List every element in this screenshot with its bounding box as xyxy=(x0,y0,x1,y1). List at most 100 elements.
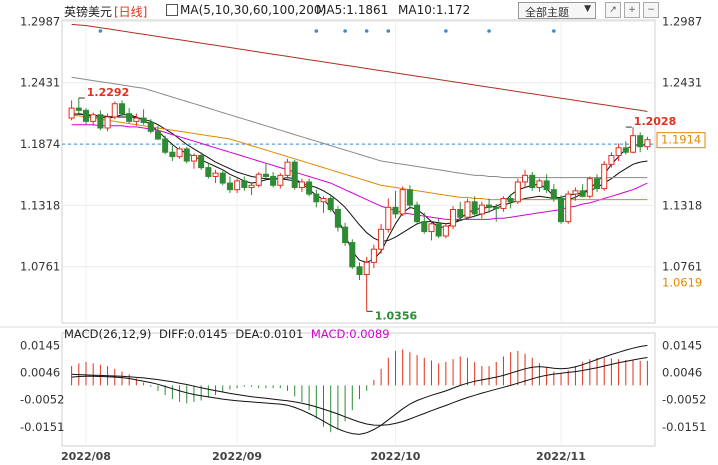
candle-body xyxy=(198,155,205,169)
price-tick-label-left: 1.1318 xyxy=(20,198,60,212)
macd-tick-label-left: 0.0145 xyxy=(20,338,60,352)
candle-body xyxy=(442,225,449,237)
candle-body xyxy=(111,103,118,118)
candle-body xyxy=(378,228,385,250)
candle-body xyxy=(493,206,500,209)
macd-dif-line xyxy=(71,344,648,435)
candle-body xyxy=(428,223,435,233)
zoom-in-icon[interactable]: + xyxy=(624,2,640,18)
candle-body xyxy=(133,117,140,122)
candle-body xyxy=(162,138,169,153)
macd-dea-value: DEA:0.0101 xyxy=(235,327,304,341)
candle-body xyxy=(593,178,601,190)
event-dot xyxy=(444,29,448,33)
candle-body xyxy=(637,135,644,148)
candle-body xyxy=(284,161,291,176)
ma-toggle-icon[interactable] xyxy=(166,4,178,16)
ma10-value: MA10:1.172 xyxy=(398,3,471,17)
candle-body xyxy=(212,172,219,177)
candle-body xyxy=(572,190,579,195)
candle-body xyxy=(529,174,536,188)
annotation-label: 1.0356 xyxy=(375,309,418,322)
candle-body xyxy=(313,193,320,203)
price-tick-label-left: 1.1874 xyxy=(20,137,60,151)
macd-tick-label-left: 0.0046 xyxy=(20,366,60,380)
event-dot xyxy=(487,29,491,33)
candle-body xyxy=(536,180,543,188)
candle-body xyxy=(147,121,154,132)
macd-legend: MACD(26,12,9) DIFF:0.0145 DEA:0.0101 MAC… xyxy=(64,327,394,341)
candle-body xyxy=(169,151,176,158)
event-dot xyxy=(386,29,391,33)
candle-body xyxy=(270,175,277,186)
ma30-line xyxy=(71,124,648,220)
candle-body xyxy=(82,109,90,122)
candle-body xyxy=(241,180,248,188)
price-panel-frame xyxy=(61,19,656,324)
candle-body xyxy=(68,107,75,119)
candle-body xyxy=(601,163,608,190)
macd-tick-label-right: 0.0145 xyxy=(662,338,702,352)
event-dot xyxy=(343,29,347,33)
candle-body xyxy=(298,181,305,188)
candle-body xyxy=(183,148,190,162)
date-tick-label: 2022/10 xyxy=(370,450,420,463)
candle-body xyxy=(543,180,550,191)
candle-body xyxy=(291,161,298,188)
price-tick-label-right: 1.2987 xyxy=(662,14,702,28)
support-price-label: 1.0619 xyxy=(662,275,702,289)
event-dot xyxy=(314,29,319,33)
candle-body xyxy=(97,114,104,129)
candle-body xyxy=(558,197,565,223)
candle-body xyxy=(327,197,334,211)
candle-body xyxy=(118,103,126,115)
current-price-box xyxy=(656,132,706,149)
candle-body xyxy=(226,182,233,191)
macd-tick-label-left: -0.0151 xyxy=(20,420,64,434)
chevron-down-icon: ▼ xyxy=(584,4,591,14)
price-tick-label-left: 1.2987 xyxy=(20,14,60,28)
candle-body xyxy=(478,204,485,215)
candle-body xyxy=(349,242,356,268)
event-dot xyxy=(552,29,556,33)
candle-body xyxy=(471,201,478,215)
price-tick-label-left: 1.2431 xyxy=(20,76,60,90)
date-tick-label: 2022/11 xyxy=(536,450,586,463)
candle-body xyxy=(486,204,493,208)
macd-dea-line xyxy=(71,357,648,426)
candle-body xyxy=(140,117,147,123)
candle-body xyxy=(90,114,97,122)
candle-body xyxy=(234,180,241,191)
ma-label: MA(5,10,30,60,100,200) xyxy=(180,3,327,17)
zoom-out-icon[interactable]: − xyxy=(643,2,659,18)
candle-body xyxy=(356,266,363,276)
candle-body xyxy=(457,209,464,218)
candle-body xyxy=(392,206,399,215)
macd-tick-label-right: -0.0151 xyxy=(662,420,706,434)
candle-body xyxy=(385,206,392,230)
macd-label: MACD(26,12,9) xyxy=(64,327,152,341)
candle-body xyxy=(320,197,327,203)
macd-hist-value: MACD:0.0089 xyxy=(310,327,390,341)
candle-body xyxy=(262,173,269,177)
ma60-line xyxy=(71,114,648,201)
candle-body xyxy=(615,147,622,157)
candle-body xyxy=(334,209,341,228)
candle-body xyxy=(370,248,377,263)
period-label[interactable]: [日线] xyxy=(114,5,148,19)
candle-body xyxy=(421,221,428,233)
chart-header: 英镑美元 [日线] MA(5,10,30,60,100,200) MA5:1.1… xyxy=(0,0,718,20)
candle-body xyxy=(450,209,457,227)
macd-tick-label-right: 0.0046 xyxy=(662,366,702,380)
annotation-label: 1.2292 xyxy=(87,86,129,99)
theme-select-label: 全部主题 xyxy=(525,6,569,19)
theme-select[interactable]: 全部主题 ▼ xyxy=(518,2,596,19)
date-tick-label: 2022/09 xyxy=(212,450,262,463)
candle-body xyxy=(414,204,421,223)
candle-body xyxy=(406,189,413,206)
price-tick-label-left: 1.0761 xyxy=(20,260,60,274)
expand-icon[interactable]: ↗ xyxy=(605,2,621,18)
date-tick-label: 2022/08 xyxy=(61,450,111,463)
candle-body xyxy=(550,189,557,199)
